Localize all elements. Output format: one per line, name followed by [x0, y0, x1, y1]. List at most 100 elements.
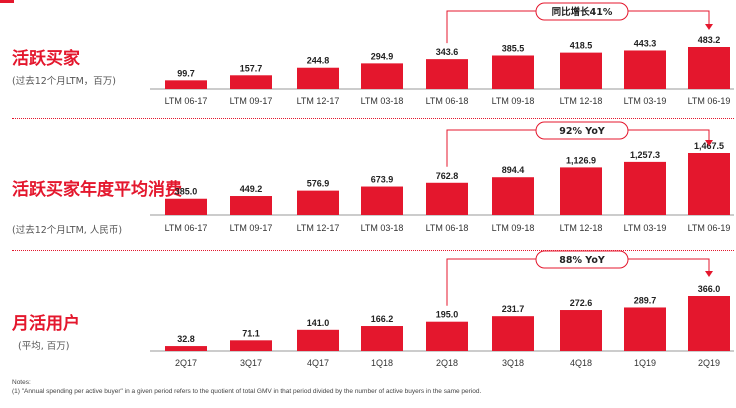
bar-value-label: 272.6 — [570, 298, 593, 308]
bar — [492, 316, 534, 351]
panel-subtitle-active-buyers: (过去12个月LTM，百万) — [12, 76, 116, 87]
bar — [361, 186, 403, 215]
bar — [492, 55, 534, 89]
category-tick-label: 2Q19 — [698, 358, 720, 368]
category-tick-label: LTM 12-17 — [297, 96, 340, 106]
category-tick-label: LTM 03-18 — [361, 96, 404, 106]
growth-pill — [535, 250, 629, 269]
panel-divider — [12, 250, 734, 251]
growth-label: 88% YoY — [559, 255, 605, 266]
annual-spending-chart: 385.0 LTM 06-17 449.2 LTM 09-17 576.9 LTM 12-… — [150, 121, 734, 233]
bar — [688, 296, 730, 351]
growth-arrow — [705, 140, 713, 146]
bar-value-label: 195.0 — [436, 310, 459, 320]
category-tick-label: LTM 06-18 — [426, 223, 469, 233]
bar — [165, 80, 207, 89]
growth-label: 92% YoY — [559, 126, 605, 137]
bar-value-label: 343.6 — [436, 47, 459, 57]
bar-value-label: 1,257.3 — [630, 150, 660, 160]
bar — [297, 190, 339, 215]
bar-value-label: 894.4 — [502, 165, 525, 175]
bar — [560, 310, 602, 351]
panel-subtitle-mau: (平均, 百万) — [18, 341, 70, 352]
category-tick-label: 4Q17 — [307, 358, 329, 368]
notes: Notes: (1) "Annual spending per active b… — [12, 378, 481, 396]
category-tick-label: 3Q18 — [502, 358, 524, 368]
category-tick-label: 1Q18 — [371, 358, 393, 368]
bar — [688, 47, 730, 89]
bar-value-label: 673.9 — [371, 175, 394, 185]
panel-title-active-buyers: 活跃买家 — [12, 49, 80, 69]
panel-title-mau: 月活用户 — [12, 314, 80, 334]
category-tick-label: LTM 06-19 — [688, 223, 731, 233]
bar-value-label: 385.0 — [175, 187, 198, 197]
bar-value-label: 289.7 — [634, 295, 657, 305]
category-tick-label: 3Q17 — [240, 358, 262, 368]
growth-arrow — [705, 24, 713, 30]
bar — [560, 167, 602, 215]
bar — [361, 63, 403, 89]
category-tick-label: LTM 09-17 — [230, 223, 273, 233]
corner-accent — [0, 0, 14, 3]
category-tick-label: LTM 06-17 — [165, 96, 208, 106]
bar-value-label: 71.1 — [242, 328, 260, 338]
growth-label: 同比增长41% — [552, 6, 613, 18]
category-tick-label: LTM 03-19 — [624, 223, 667, 233]
bar-value-label: 366.0 — [698, 284, 721, 294]
bar — [165, 198, 207, 215]
bar — [165, 346, 207, 351]
bar-value-label: 449.2 — [240, 184, 263, 194]
bar-value-label: 418.5 — [570, 41, 593, 51]
mau-chart: 32.8 2Q17 71.1 3Q17 141.0 4Q17 166.2 1Q18 195.0 2… — [150, 250, 734, 368]
bar — [426, 321, 468, 351]
category-tick-label: LTM 12-18 — [560, 96, 603, 106]
notes-heading: Notes: — [12, 379, 31, 386]
note-item: (1) "Annual spending per active buyer" i… — [12, 388, 482, 395]
growth-pill — [535, 2, 629, 21]
bar — [492, 177, 534, 215]
bar-value-label: 141.0 — [307, 318, 330, 328]
category-tick-label: LTM 09-18 — [492, 96, 535, 106]
category-tick-label: LTM 06-17 — [165, 223, 208, 233]
panel-title-annual-spending: 活跃买家年度平均消费 — [12, 180, 182, 200]
category-tick-label: 2Q18 — [436, 358, 458, 368]
bar-value-label: 231.7 — [502, 304, 525, 314]
bar-value-label: 294.9 — [371, 51, 394, 61]
bar — [230, 196, 272, 215]
category-tick-label: LTM 09-18 — [492, 223, 535, 233]
bar — [688, 153, 730, 215]
active-buyers-chart: 99.7 LTM 06-17 157.7 LTM 09-17 244.8 LTM 12-1… — [150, 2, 734, 106]
panel-divider — [12, 118, 734, 119]
bar — [230, 340, 272, 351]
bar — [426, 182, 468, 215]
bar-value-label: 244.8 — [307, 56, 330, 66]
bar — [297, 329, 339, 351]
bar-value-label: 99.7 — [177, 68, 195, 78]
bar-value-label: 385.5 — [502, 43, 525, 53]
bar-value-label: 166.2 — [371, 314, 394, 324]
category-tick-label: LTM 09-17 — [230, 96, 273, 106]
category-tick-label: 2Q17 — [175, 358, 197, 368]
bar-value-label: 576.9 — [307, 179, 330, 189]
bar-value-label: 483.2 — [698, 35, 721, 45]
category-tick-label: 4Q18 — [570, 358, 592, 368]
bar — [624, 161, 666, 215]
bar-value-label: 157.7 — [240, 63, 263, 73]
bar — [361, 326, 403, 351]
category-tick-label: LTM 03-18 — [361, 223, 404, 233]
category-tick-label: LTM 06-19 — [688, 96, 731, 106]
bar — [624, 307, 666, 351]
category-tick-label: 1Q19 — [634, 358, 656, 368]
category-tick-label: LTM 12-17 — [297, 223, 340, 233]
bar — [297, 67, 339, 89]
bar-value-label: 1,126.9 — [566, 155, 596, 165]
category-tick-label: LTM 12-18 — [560, 223, 603, 233]
category-tick-label: LTM 03-19 — [624, 96, 667, 106]
bar-value-label: 443.3 — [634, 38, 657, 48]
bar — [560, 52, 602, 89]
bar — [624, 50, 666, 89]
panel-subtitle-annual-spending: (过去12个月LTM, 人民币) — [12, 225, 123, 236]
growth-pill — [535, 121, 629, 140]
category-tick-label: LTM 06-18 — [426, 96, 469, 106]
bar-value-label: 762.8 — [436, 171, 459, 181]
